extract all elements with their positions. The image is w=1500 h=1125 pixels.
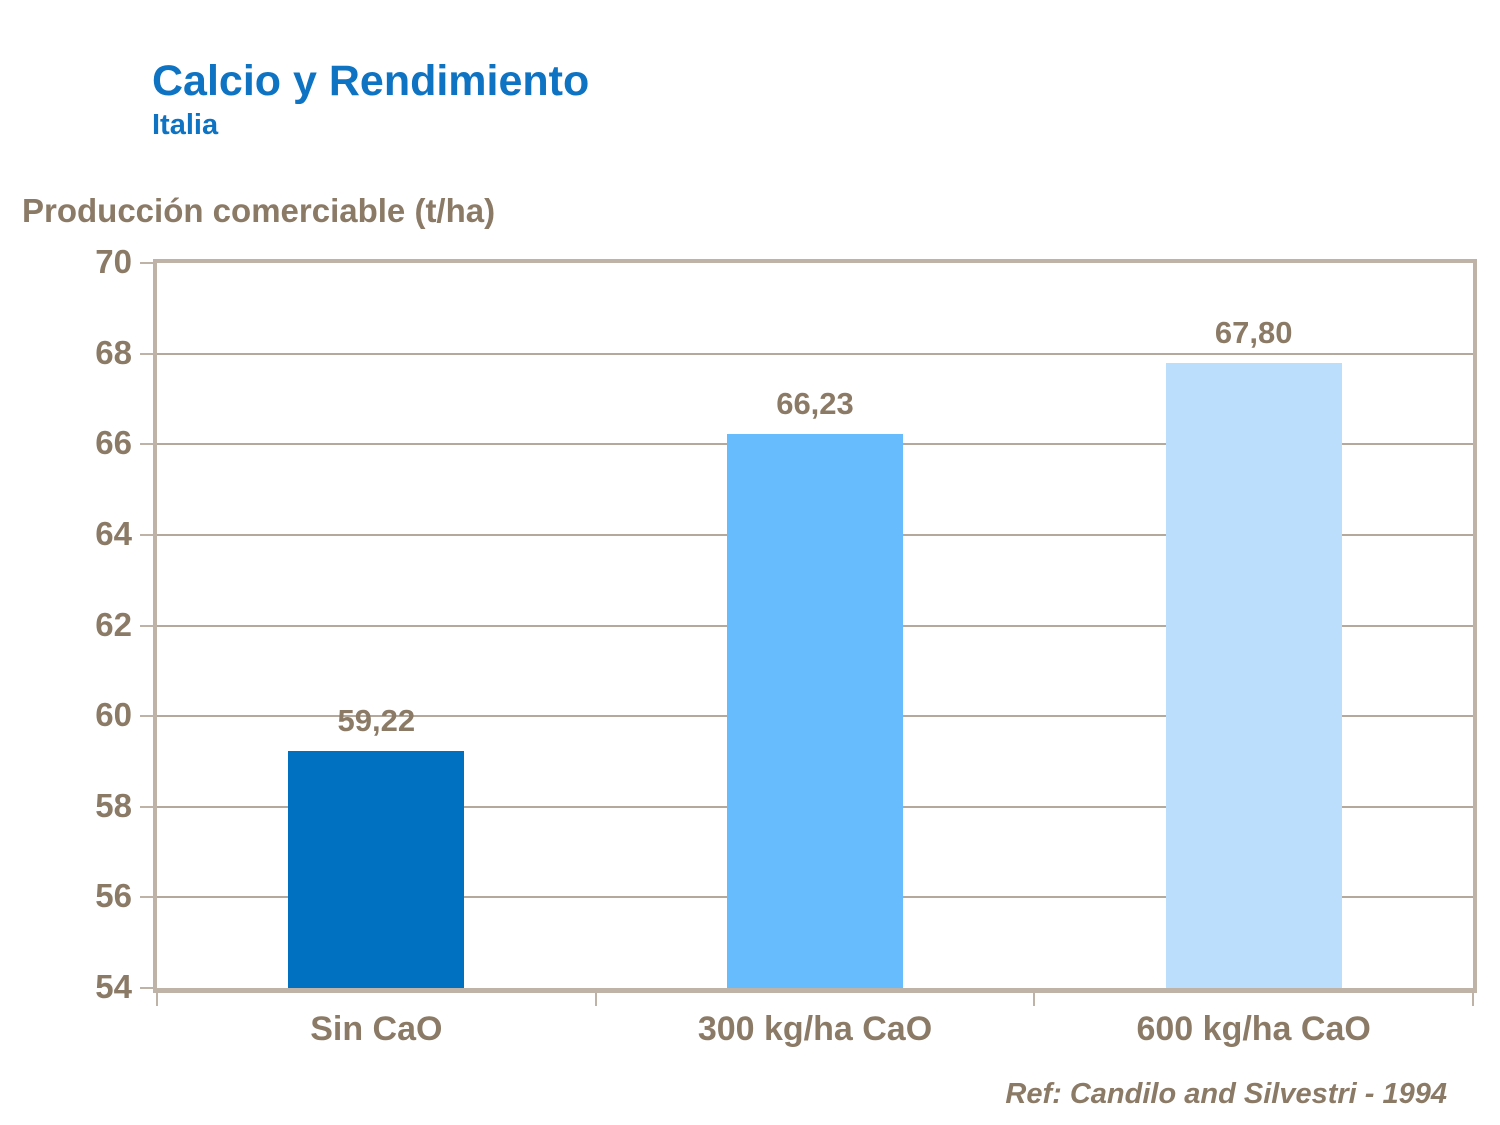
y-tick-mark [140, 896, 153, 899]
y-tick-label: 66 [95, 424, 132, 462]
y-tick-label: 54 [95, 968, 132, 1005]
bar [1165, 362, 1342, 988]
y-tick-label: 56 [95, 877, 132, 915]
y-tick-mark [140, 987, 153, 989]
y-tick-label: 68 [95, 333, 132, 371]
y-axis-title: Producción comerciable (t/ha) [22, 192, 496, 229]
x-tick-mark [156, 993, 158, 1006]
y-tick-mark [140, 624, 153, 627]
y-tick-mark [140, 715, 153, 718]
y-tick-mark [140, 443, 153, 446]
x-category-label: 600 kg/ha CaO [1136, 1010, 1371, 1048]
plot-area-frame [153, 259, 1477, 993]
x-category-label: 300 kg/ha CaO [697, 1010, 933, 1048]
y-tick-mark [140, 352, 153, 355]
bar [288, 751, 465, 988]
bar [727, 433, 903, 988]
bar-value-label: 59,22 [337, 703, 416, 739]
reference-text: Ref: Candilo and Silvestri - 1994 [1005, 1078, 1447, 1110]
bar-value-label: 66,23 [776, 385, 854, 421]
y-tick-mark [140, 805, 153, 808]
x-tick-mark [594, 993, 597, 1006]
x-tick-mark [1472, 993, 1474, 1006]
gridline [157, 352, 1473, 355]
y-tick-mark [140, 262, 153, 264]
y-tick-label: 70 [95, 243, 132, 280]
y-tick-mark [140, 533, 153, 536]
page-title: Calcio y Rendimiento [152, 57, 590, 105]
x-category-label: Sin CaO [310, 1010, 443, 1048]
y-tick-label: 64 [95, 514, 132, 552]
y-tick-label: 60 [95, 696, 132, 734]
page-subtitle: Italia [152, 109, 219, 141]
x-tick-mark [1033, 993, 1036, 1006]
y-tick-label: 58 [95, 786, 132, 824]
bar-value-label: 67,80 [1214, 314, 1293, 350]
y-tick-label: 62 [95, 605, 132, 643]
